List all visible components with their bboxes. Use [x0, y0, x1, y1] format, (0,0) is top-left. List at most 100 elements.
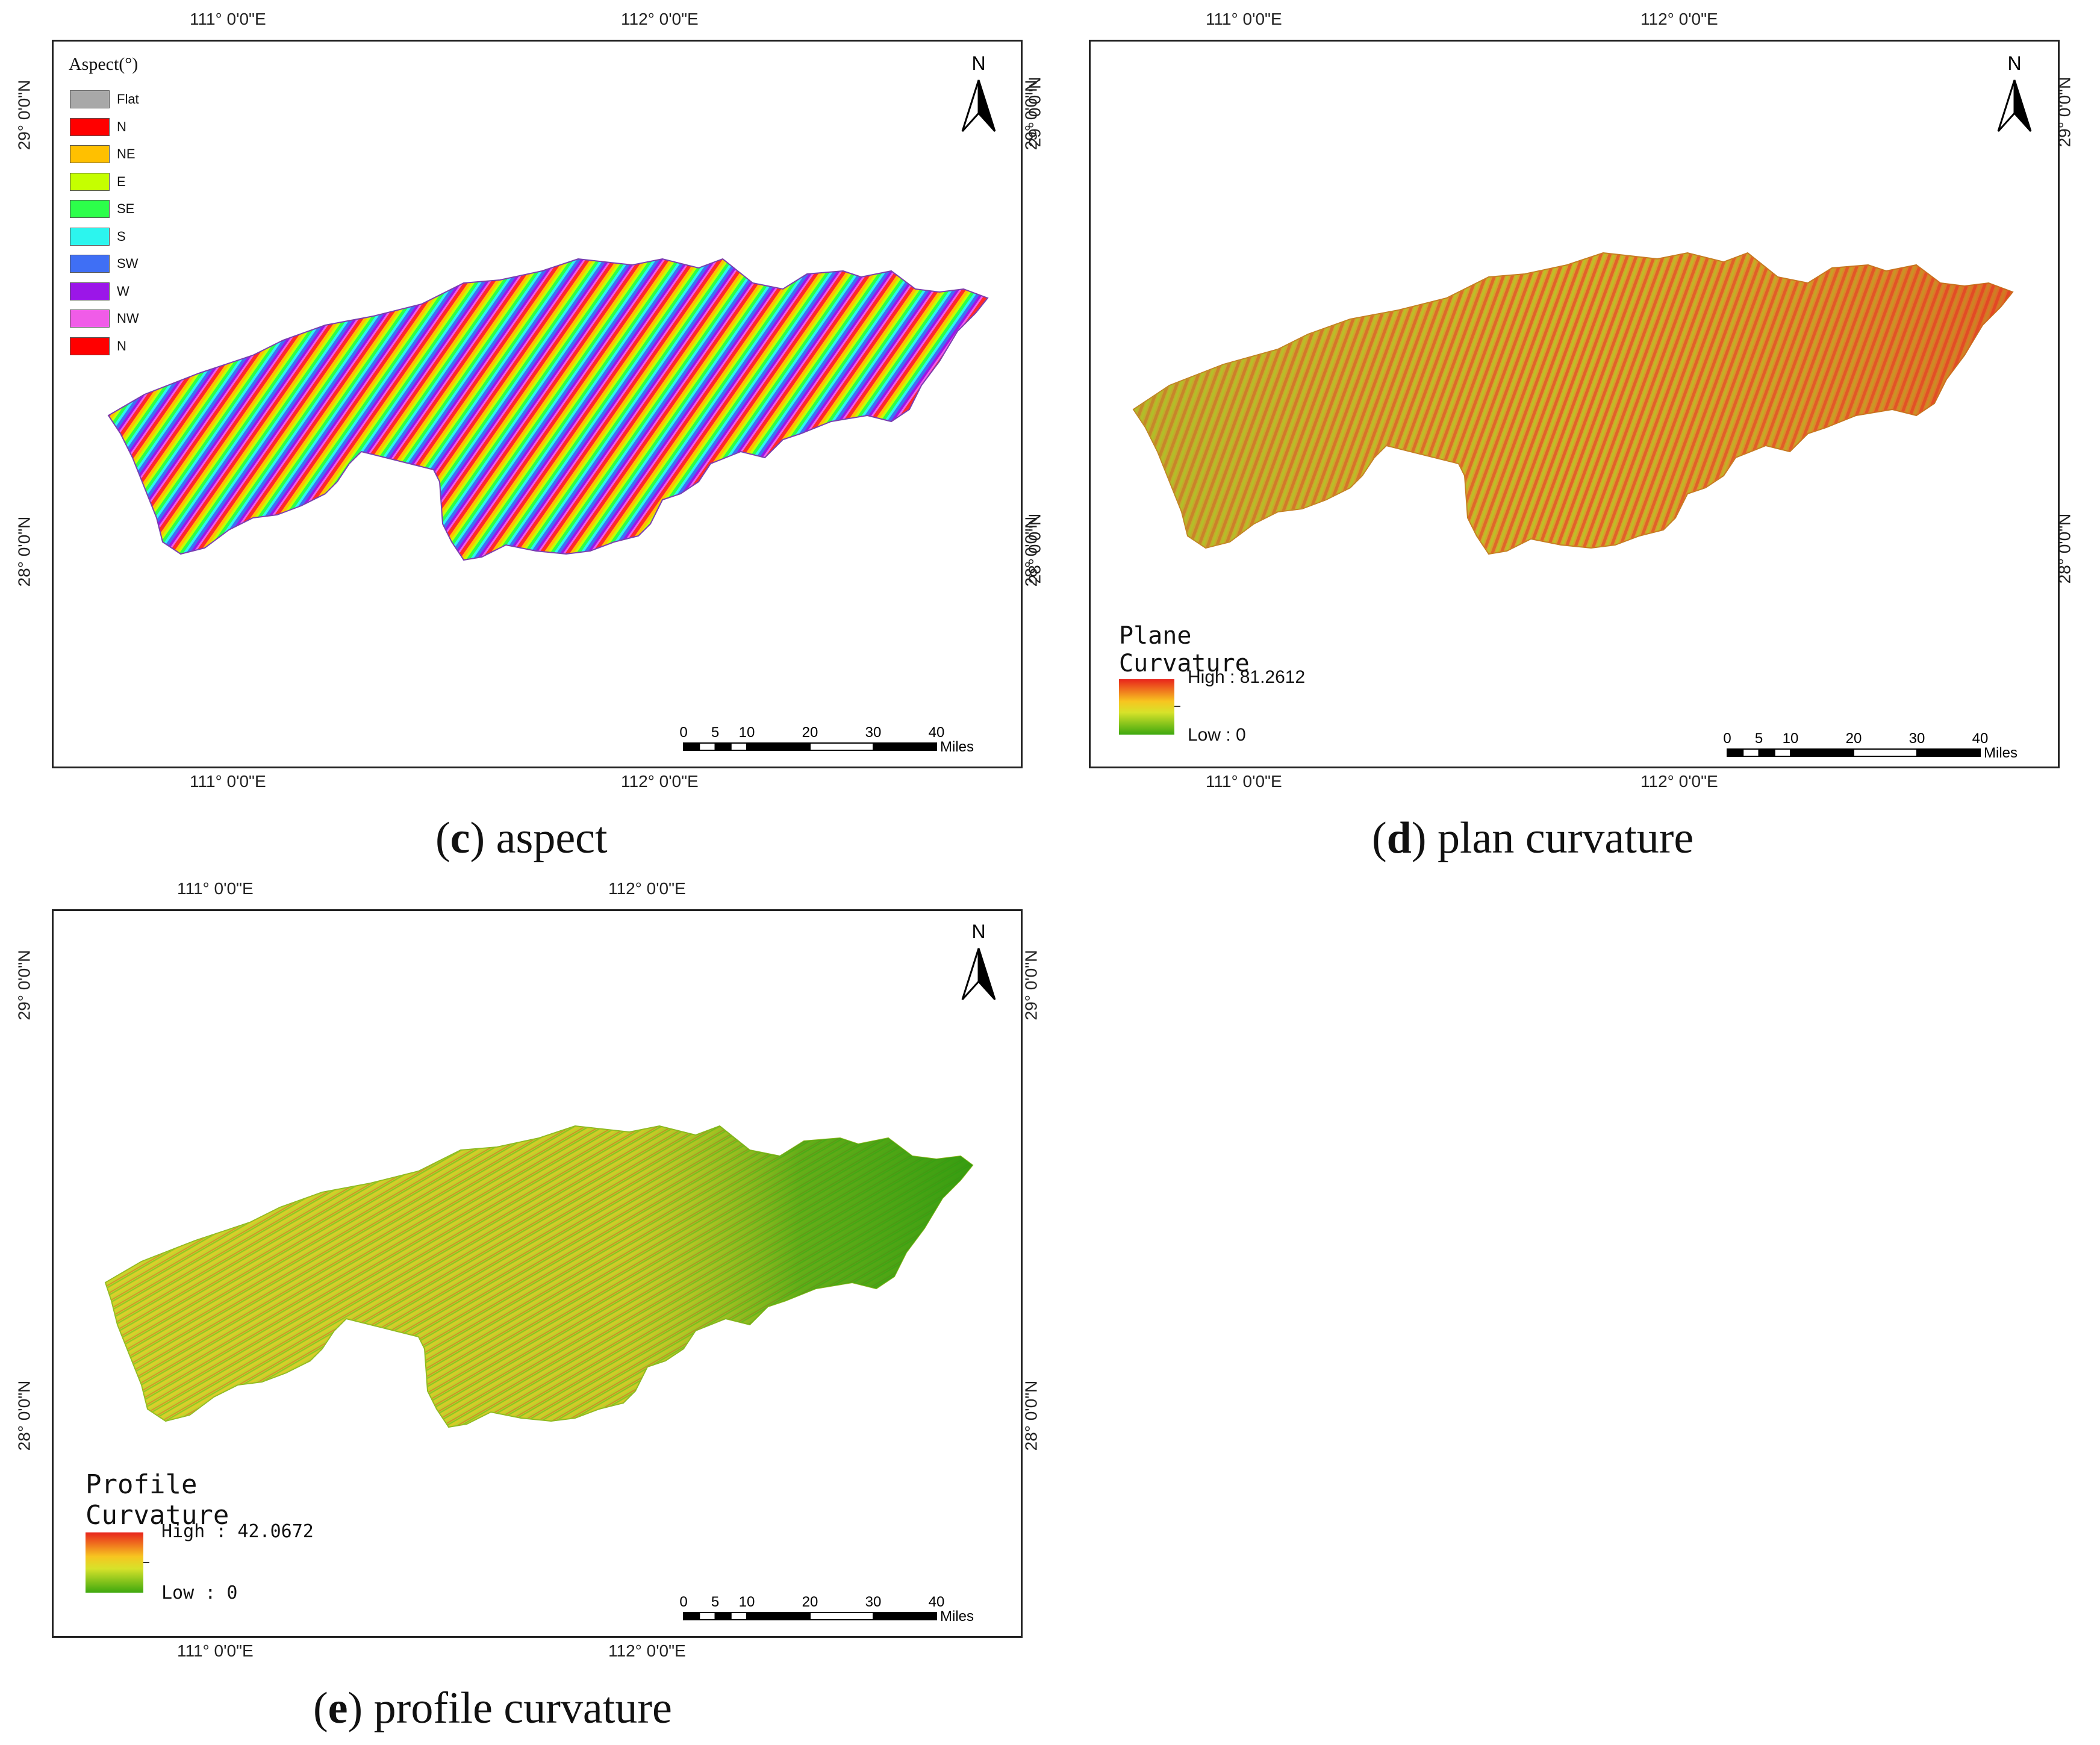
lon-label-top: 111° 0'0"E [190, 10, 266, 28]
scale-segment [809, 742, 874, 751]
north-arrow: N [961, 921, 996, 1001]
legend-label: S [117, 228, 126, 244]
scale-segment [1916, 748, 1981, 757]
scale-segment [730, 742, 747, 751]
lon-label-bottom: 112° 0'0"E [1640, 772, 1718, 791]
scale-tick-label: 5 [711, 724, 719, 741]
legend-label: NE [117, 146, 136, 161]
caption-d: (d) plan curvature [1372, 813, 1694, 863]
legend-swatch [70, 90, 110, 108]
legend-label: NW [117, 311, 139, 326]
scale-tick-label: 20 [802, 724, 818, 741]
legend-label: N [117, 338, 126, 353]
scale-tick-label: 10 [739, 724, 755, 741]
scale-tick-label: 30 [865, 1594, 882, 1610]
legend-swatch [70, 117, 110, 136]
lon-label-top: 111° 0'0"E [177, 879, 254, 898]
north-arrow: N [961, 52, 996, 132]
scale-segment [746, 1612, 811, 1620]
legend-label: SE [117, 201, 135, 216]
legend-swatch [70, 145, 110, 163]
scale-tick-label: 40 [1972, 730, 1989, 747]
scale-segment [809, 1612, 874, 1620]
study-area-plan-curvature [1132, 252, 2014, 555]
legend-high: High : 42.0672 [161, 1521, 314, 1542]
legend-low: Low : 0 [1188, 725, 1246, 745]
lon-label-bottom: 111° 0'0"E [190, 772, 266, 791]
study-area-aspect [107, 258, 989, 561]
scale-tick-label: 20 [802, 1594, 818, 1610]
legend-label: Flat [117, 92, 139, 107]
scale-tick-label: 40 [929, 724, 945, 741]
scale-segment [746, 742, 811, 751]
legend-swatch [70, 255, 110, 273]
lon-label-bottom: 111° 0'0"E [177, 1641, 254, 1660]
scale-segment [873, 1612, 937, 1620]
scale-segment [873, 742, 937, 751]
ramp-tick [143, 1562, 149, 1563]
legend-label: N [117, 119, 126, 134]
scale-segment [699, 1612, 716, 1620]
scale-unit: Miles [940, 739, 974, 755]
scale-tick-label: 0 [679, 724, 687, 741]
legend-title: Plane Curvature [1119, 622, 1250, 677]
legend-label: SW [117, 256, 139, 271]
scale-tick-label: 5 [1755, 730, 1763, 747]
legend-swatch [70, 337, 110, 355]
lon-label-bottom: 111° 0'0"E [1206, 772, 1282, 791]
scale-tick-label: 10 [1783, 730, 1799, 747]
scale-tick-label: 20 [1846, 730, 1862, 747]
scale-unit: Miles [1984, 745, 2017, 761]
color-ramp [1119, 679, 1174, 735]
legend-title: Aspect(°) [69, 54, 139, 74]
north-arrow: N [1997, 52, 2032, 132]
scale-tick-label: 30 [1909, 730, 1925, 747]
legend-label: E [117, 173, 126, 189]
scale-segment [683, 742, 700, 751]
lon-label-bottom: 112° 0'0"E [608, 1641, 686, 1660]
scale-tick-label: 40 [929, 1594, 945, 1610]
caption-e: (e) profile curvature [313, 1684, 672, 1733]
legend-swatch [70, 227, 110, 246]
scale-segment [699, 742, 716, 751]
scale-segment [683, 1612, 700, 1620]
scale-tick-label: 30 [865, 724, 882, 741]
scale-segment [1742, 748, 1760, 757]
lon-label-top: 111° 0'0"E [1206, 10, 1282, 28]
legend-title: Profile Curvature [86, 1469, 229, 1531]
svg-text:N: N [2007, 52, 2021, 74]
north-label: N [971, 52, 985, 74]
svg-text:N: N [971, 921, 985, 942]
scale-segment [714, 742, 732, 751]
scale-tick-label: 5 [711, 1594, 719, 1610]
scale-segment [730, 1612, 747, 1620]
legend-low: Low : 0 [161, 1582, 238, 1603]
legend-high: High : 81.2612 [1188, 667, 1306, 687]
lat-label-right: 28° 0'0"N [1021, 1380, 1041, 1451]
legend-swatch [70, 309, 110, 328]
legend-label: W [117, 283, 129, 299]
scale-segment [1853, 748, 1918, 757]
legend-swatch [70, 282, 110, 300]
lon-label-top: 112° 0'0"E [1640, 10, 1718, 28]
lon-label-bottom: 112° 0'0"E [621, 772, 699, 791]
color-ramp [86, 1532, 143, 1593]
scale-segment [1774, 748, 1791, 757]
scale-segment [1727, 748, 1744, 757]
scale-segment [1758, 748, 1775, 757]
scale-tick-label: 10 [739, 1594, 755, 1610]
scale-tick-label: 0 [679, 1594, 687, 1610]
scale-segment [714, 1612, 732, 1620]
scale-segment [1790, 748, 1854, 757]
lon-label-top: 112° 0'0"E [621, 10, 699, 28]
ramp-tick [1174, 706, 1180, 707]
study-area-profile-curvature [104, 1125, 974, 1428]
caption-c: (c) aspect [435, 813, 608, 863]
legend-swatch [70, 200, 110, 218]
scale-tick-label: 0 [1723, 730, 1731, 747]
lon-label-top: 112° 0'0"E [608, 879, 686, 898]
scale-unit: Miles [940, 1608, 974, 1625]
